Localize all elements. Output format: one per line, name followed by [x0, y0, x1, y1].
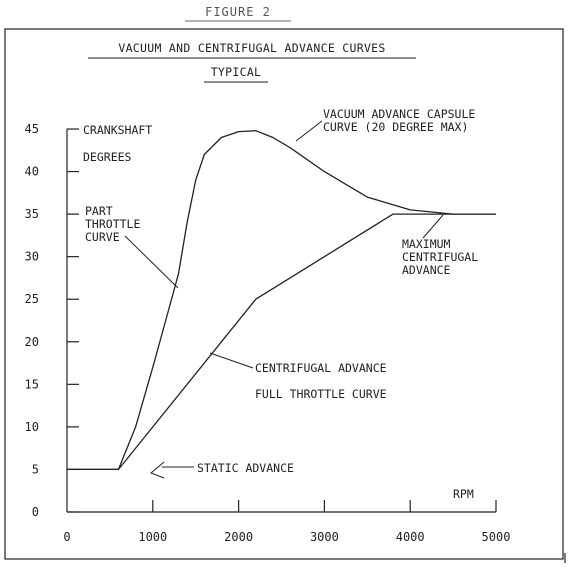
x-tick-label: 3000 [310, 530, 339, 544]
annotation-static-arrowhead [150, 461, 165, 479]
y-tick-label: 35 [25, 207, 39, 221]
centrifugal-full-throttle-curve [67, 213, 496, 471]
annotation-static-text: STATIC ADVANCE [197, 461, 294, 475]
annotation-part-leader [124, 235, 179, 289]
y-tick-label: 40 [25, 165, 39, 179]
annotation-part-line-2: THROTTLE [85, 217, 140, 231]
annotation-maxcent-leader [422, 214, 444, 239]
y-axis-label-line-2: DEGREES [83, 150, 132, 164]
x-tick-label: 2000 [224, 530, 253, 544]
chart-subtitle: TYPICAL [211, 65, 262, 79]
x-axis-label: RPM [453, 487, 474, 501]
y-tick-label: 45 [25, 122, 39, 136]
series-layer [67, 130, 496, 471]
annotation-centrifugal: CENTRIFUGAL ADVANCE FULL THROTTLE CURVE [209, 352, 387, 401]
axes [66, 129, 496, 513]
part-throttle-curve [67, 130, 496, 471]
y-axis-label-line-1: CRANKSHAFT [83, 123, 152, 137]
annotation-vacuum-leader [295, 120, 323, 142]
annotation-vacuum-line-2: CURVE (20 DEGREE MAX) [323, 120, 468, 134]
x-tick-label: 4000 [396, 530, 425, 544]
annotation-maxcent-line-2: CENTRIFUGAL [402, 250, 478, 264]
annotation-part-line-3: CURVE [85, 230, 120, 244]
y-tick-label: 15 [25, 377, 39, 391]
y-tick-label: 10 [25, 420, 39, 434]
y-tick-label: 5 [32, 462, 39, 476]
y-ticks: 0 5 10 15 20 25 30 35 40 45 [25, 122, 79, 519]
annotation-vacuum: VACUUM ADVANCE CAPSULE CURVE (20 DEGREE … [295, 107, 475, 142]
y-tick-label: 25 [25, 292, 39, 306]
annotation-maxcent-line-1: MAXIMUM [402, 237, 451, 251]
annotation-centrifugal-line-2: FULL THROTTLE CURVE [255, 387, 387, 401]
x-tick-label: 1000 [138, 530, 167, 544]
annotation-maxcent-line-3: ADVANCE [402, 263, 451, 277]
figure-frame [4, 28, 564, 560]
y-tick-label: 30 [25, 250, 39, 264]
annotation-part-throttle: PART THROTTLE CURVE [85, 204, 179, 289]
figure-label: FIGURE 2 [205, 5, 271, 19]
x-tick-label: 0 [63, 530, 70, 544]
annotation-static: STATIC ADVANCE [150, 461, 294, 479]
annotation-centrifugal-leader [209, 352, 254, 369]
x-ticks: 0 1000 2000 3000 4000 5000 [63, 500, 510, 544]
annotation-max-centrifugal: MAXIMUM CENTRIFUGAL ADVANCE [402, 214, 478, 277]
annotation-centrifugal-line-1: CENTRIFUGAL ADVANCE [255, 361, 387, 375]
y-tick-label: 20 [25, 335, 39, 349]
chart-title: VACUUM AND CENTRIFUGAL ADVANCE CURVES [118, 41, 385, 55]
annotation-part-line-1: PART [85, 204, 113, 218]
x-tick-label: 5000 [482, 530, 511, 544]
annotation-vacuum-line-1: VACUUM ADVANCE CAPSULE [323, 107, 475, 121]
y-tick-label: 0 [32, 505, 39, 519]
